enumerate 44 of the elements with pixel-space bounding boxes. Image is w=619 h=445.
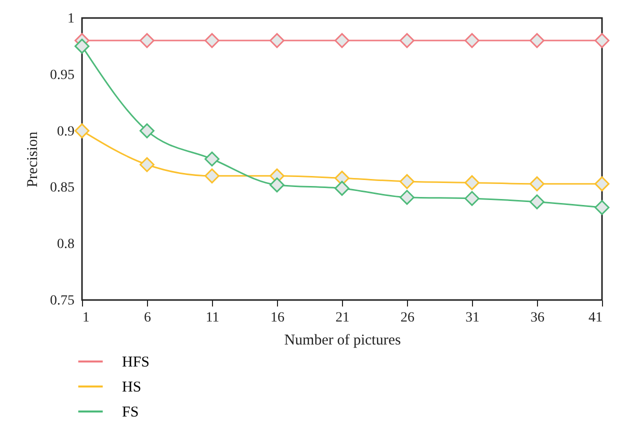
- x-tick-label: 16: [270, 310, 284, 326]
- point: [464, 33, 480, 48]
- y-tick-label: 0.8: [57, 237, 74, 252]
- point: [204, 168, 220, 184]
- point: [334, 33, 350, 48]
- point: [594, 200, 610, 215]
- point: [204, 152, 220, 166]
- legend-label: FS: [122, 404, 139, 420]
- point: [270, 177, 284, 192]
- point: [140, 123, 154, 138]
- x-tick-label: 21: [336, 310, 350, 326]
- y-tick-label: 0.95: [50, 68, 74, 83]
- x-tick-label: 36: [530, 310, 544, 326]
- y-tick-label: 0.85: [50, 180, 74, 196]
- point: [594, 176, 610, 192]
- point: [140, 157, 154, 172]
- point: [594, 33, 610, 48]
- point: [464, 191, 480, 206]
- legend-label: HS: [122, 380, 142, 396]
- x-tick-label: 26: [400, 310, 414, 326]
- point: [140, 33, 154, 48]
- point: [74, 38, 90, 54]
- legend-label: HFS: [122, 354, 150, 370]
- point: [400, 174, 414, 190]
- x-tick-label: 41: [588, 310, 602, 326]
- y-axis-title: Precision: [25, 131, 41, 188]
- point: [74, 123, 90, 138]
- y-tick-label: 0.75: [50, 294, 74, 308]
- point: [400, 33, 414, 48]
- point: [400, 190, 414, 205]
- point: [530, 33, 544, 48]
- x-tick-label: 31: [466, 310, 480, 326]
- point: [464, 175, 480, 190]
- y-tick-label: 0.9: [57, 124, 74, 140]
- point: [204, 33, 220, 48]
- x-tick-label: 6: [144, 310, 151, 326]
- point: [270, 33, 284, 48]
- x-tick-label: 11: [206, 310, 220, 326]
- x-axis-title: Number of pictures: [284, 332, 401, 348]
- y-tick-label: 1: [68, 12, 74, 26]
- point: [530, 194, 544, 210]
- point: [530, 176, 544, 192]
- point: [334, 180, 350, 196]
- x-tick-label: 1: [82, 310, 90, 326]
